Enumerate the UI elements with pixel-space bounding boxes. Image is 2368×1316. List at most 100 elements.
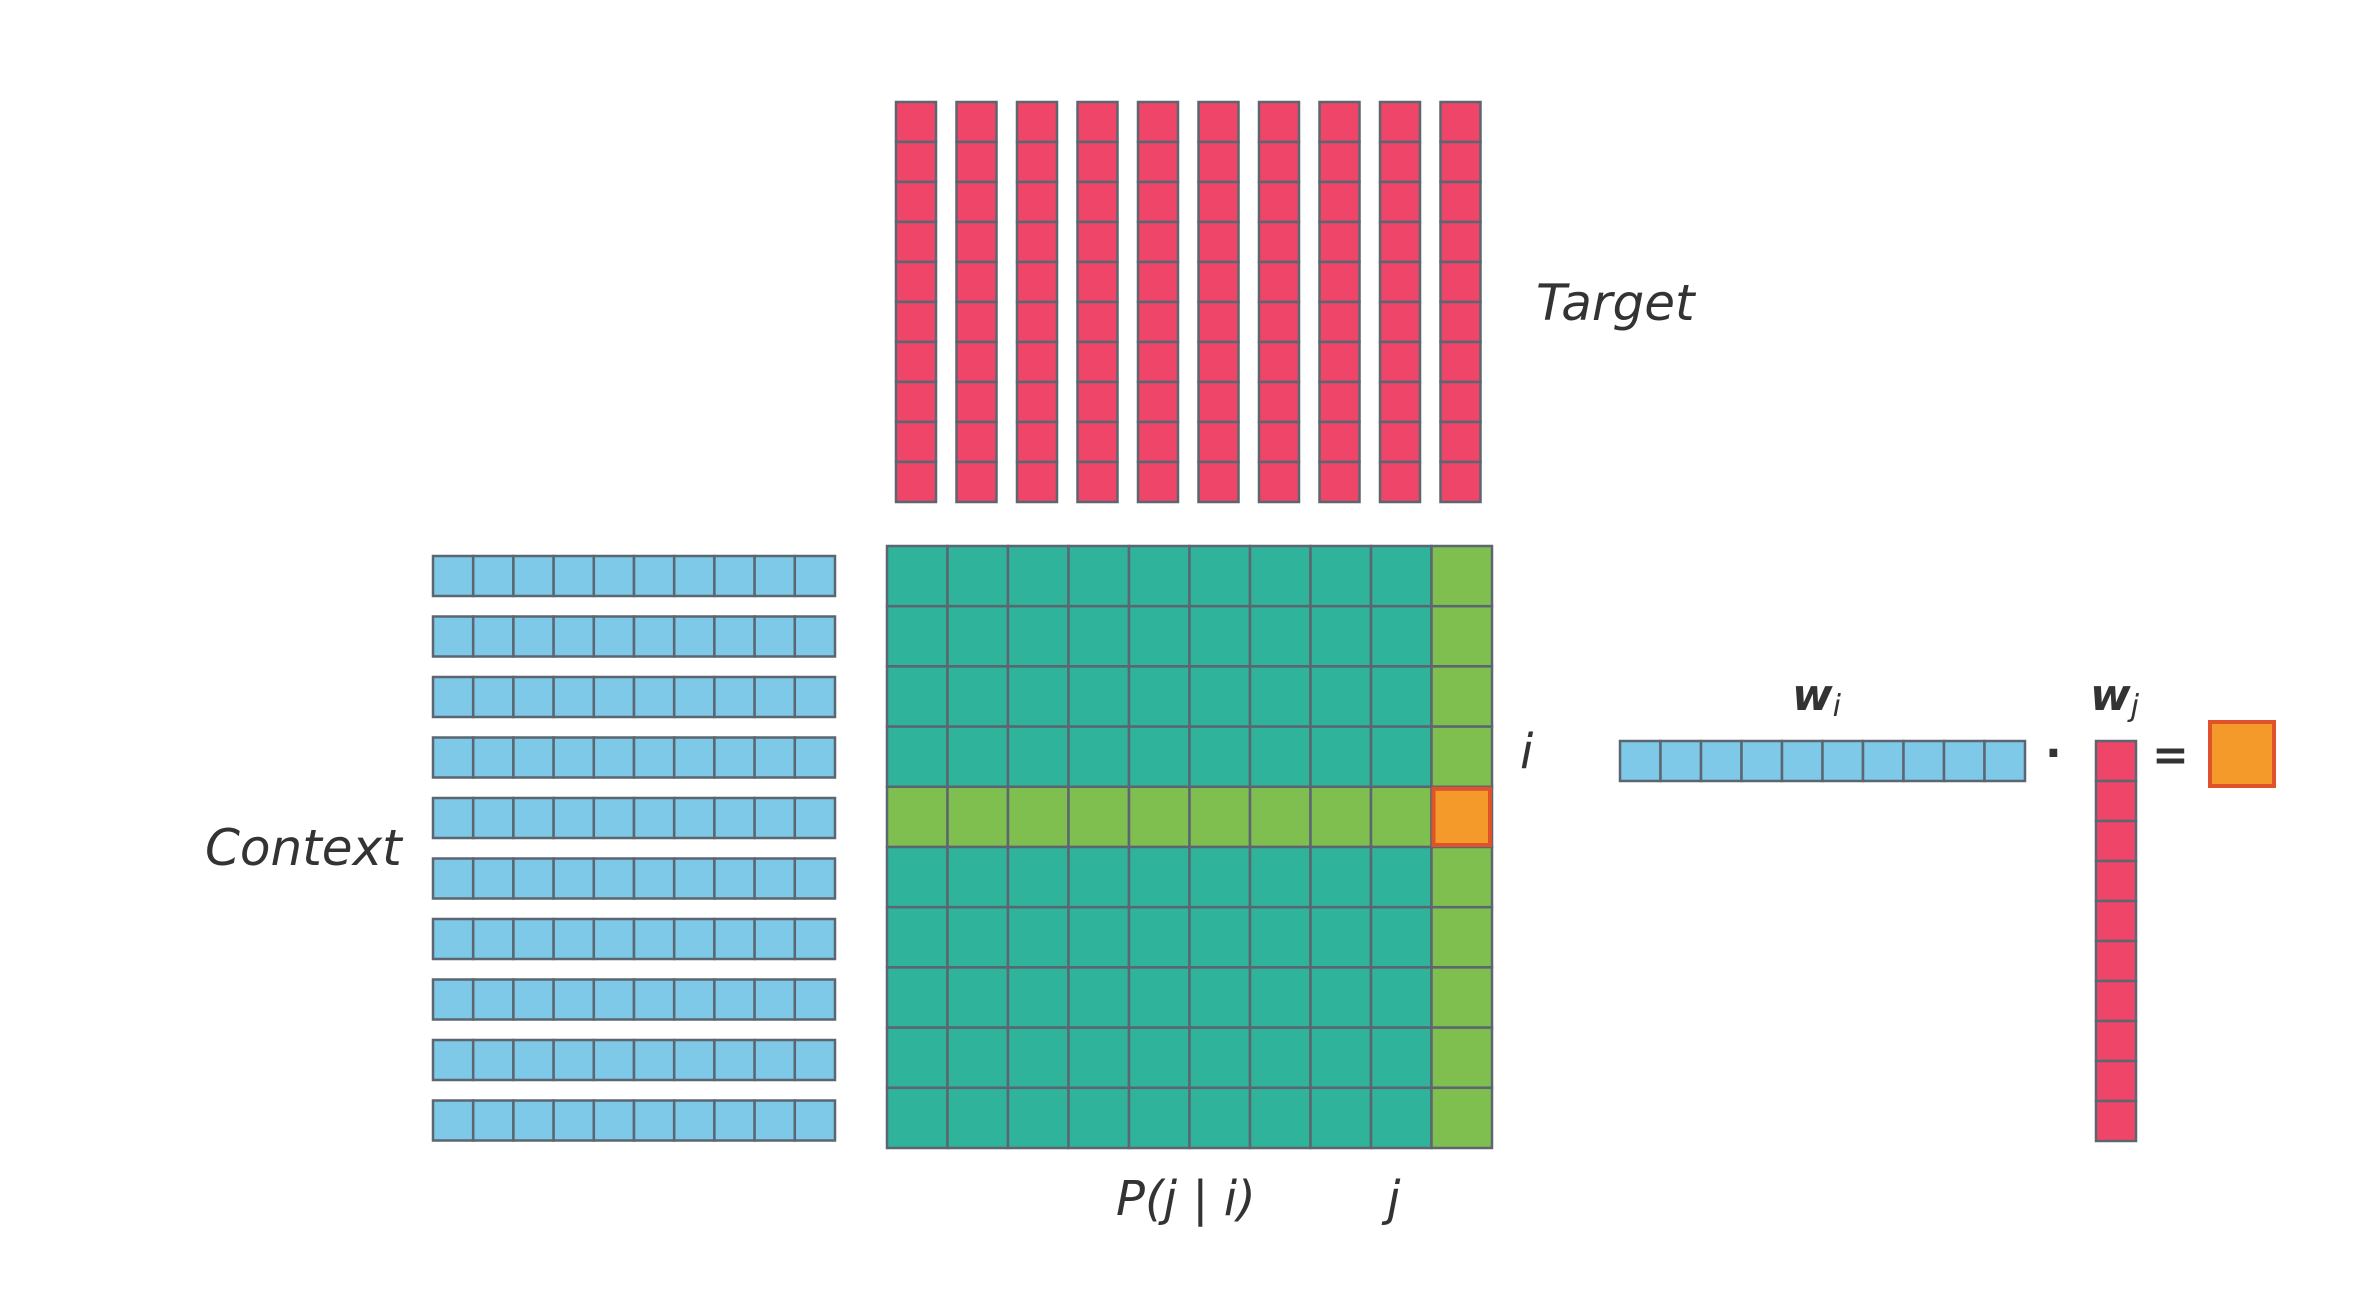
wj-label: wj [2090, 670, 2140, 724]
matrix-cell [1369, 905, 1433, 969]
matrix-cell [1067, 1086, 1131, 1150]
matrix-cell [1127, 665, 1191, 728]
context-vector-cell [512, 675, 555, 719]
matrix-cell [1188, 905, 1252, 969]
target-vector-cell [1318, 380, 1361, 424]
result-cell [2208, 720, 2276, 788]
context-vector-cell [592, 554, 636, 598]
matrix-cell [1309, 845, 1373, 909]
matrix-cell [1309, 665, 1373, 728]
target-vector-cell [1439, 300, 1482, 344]
target-vector-cell [955, 220, 998, 264]
matrix-cell [1127, 845, 1191, 909]
matrix-cell [1067, 905, 1131, 969]
matrix-cell [1248, 905, 1312, 969]
context-vector-cell [632, 736, 676, 779]
target-vector-cell [1257, 180, 1301, 224]
matrix-cell [1309, 966, 1373, 1029]
matrix-cell [1309, 604, 1373, 668]
context-vector-cell [713, 736, 756, 779]
context-vector-cell [672, 978, 716, 1021]
matrix-cell [1127, 966, 1191, 1029]
target-vector-cell [955, 300, 998, 344]
target-vector-cell [1076, 260, 1119, 304]
wi-vector-cell [1983, 739, 2027, 783]
wi-vector-cell [1942, 739, 1986, 783]
context-vector-cell [672, 1099, 716, 1142]
wj-vector-cell [2094, 1059, 2138, 1103]
matrix-cell [1369, 604, 1433, 668]
target-vector-cell [1076, 220, 1119, 264]
context-vector-cell [552, 736, 596, 779]
target-vector-cell [1439, 260, 1482, 304]
target-vector-cell [1318, 420, 1361, 464]
matrix-cell [1188, 1086, 1252, 1150]
matrix-cell-highlighted [1430, 604, 1494, 668]
target-vector-cell [955, 420, 998, 464]
target-vector-cell [955, 260, 998, 304]
target-vector-cell [1439, 180, 1482, 224]
target-vector-cell [1257, 340, 1301, 384]
context-vector-cell [632, 857, 676, 900]
col-index-label: j [1381, 1171, 1401, 1227]
target-vector-cell [1378, 380, 1422, 424]
matrix-cell [1248, 1026, 1312, 1090]
target-vector-cell [1076, 100, 1119, 144]
matrix-cell-highlighted [1430, 665, 1494, 728]
context-vector-cell [471, 554, 515, 598]
target-vector-cell [1197, 180, 1240, 224]
matrix-cell [1006, 1086, 1070, 1150]
target-vector-cell [1076, 140, 1119, 184]
target-vector-cell [1197, 140, 1240, 184]
equals-operator: = [2152, 730, 2189, 781]
target-vector-cell [1378, 300, 1422, 344]
context-vector-cell [793, 736, 837, 779]
matrix-cell [1067, 544, 1131, 608]
context-vector-cell [713, 978, 756, 1021]
context-vector-cell [471, 917, 515, 961]
context-vector-cell [632, 554, 676, 598]
matrix-cell [1127, 604, 1191, 668]
matrix-cell [946, 665, 1010, 728]
target-vector-cell [1439, 460, 1482, 504]
wj-vector-cell [2094, 859, 2138, 903]
context-label: Context [205, 819, 404, 877]
probability-label: P(j | i) [1116, 1171, 1256, 1227]
matrix-cell [1127, 544, 1191, 608]
context-vector-cell [793, 1038, 837, 1082]
wj-vector-cell [2094, 979, 2138, 1023]
matrix-cell [1188, 966, 1252, 1029]
context-vector-cell [431, 736, 475, 779]
matrix-cell [1248, 665, 1312, 728]
target-vector-cell [1015, 380, 1059, 424]
matrix-cell [1067, 604, 1131, 668]
wj-vector-cell [2094, 1019, 2138, 1063]
target-vector-cell [1136, 300, 1180, 344]
matrix-cell-highlighted [1188, 785, 1252, 849]
context-vector-cell [793, 1099, 837, 1142]
matrix-cell-highlighted [1067, 785, 1131, 849]
context-vector-cell [672, 736, 716, 779]
context-vector-cell [552, 1038, 596, 1082]
matrix-cell-highlighted [1430, 725, 1494, 789]
target-vector-cell [894, 380, 938, 424]
wj-vector-cell [2094, 899, 2138, 943]
target-vector-cell [1015, 140, 1059, 184]
context-vector-cell [431, 554, 475, 598]
target-vector-cell [955, 460, 998, 504]
context-vector-cell [431, 675, 475, 719]
context-vector-cell [672, 1038, 716, 1082]
matrix-cell [1309, 725, 1373, 789]
context-vector-cell [793, 857, 837, 900]
target-vector-cell [894, 100, 938, 144]
matrix-cell [1248, 725, 1312, 789]
target-vector-cell [1378, 220, 1422, 264]
context-vector-cell [793, 917, 837, 961]
wi-label: wi [1792, 670, 1842, 724]
target-vector-cell [1378, 100, 1422, 144]
target-vector-cell [1136, 140, 1180, 184]
target-vector-cell [1076, 460, 1119, 504]
matrix-cell [946, 604, 1010, 668]
matrix-cell [946, 1086, 1010, 1150]
context-vector-cell [632, 796, 676, 840]
